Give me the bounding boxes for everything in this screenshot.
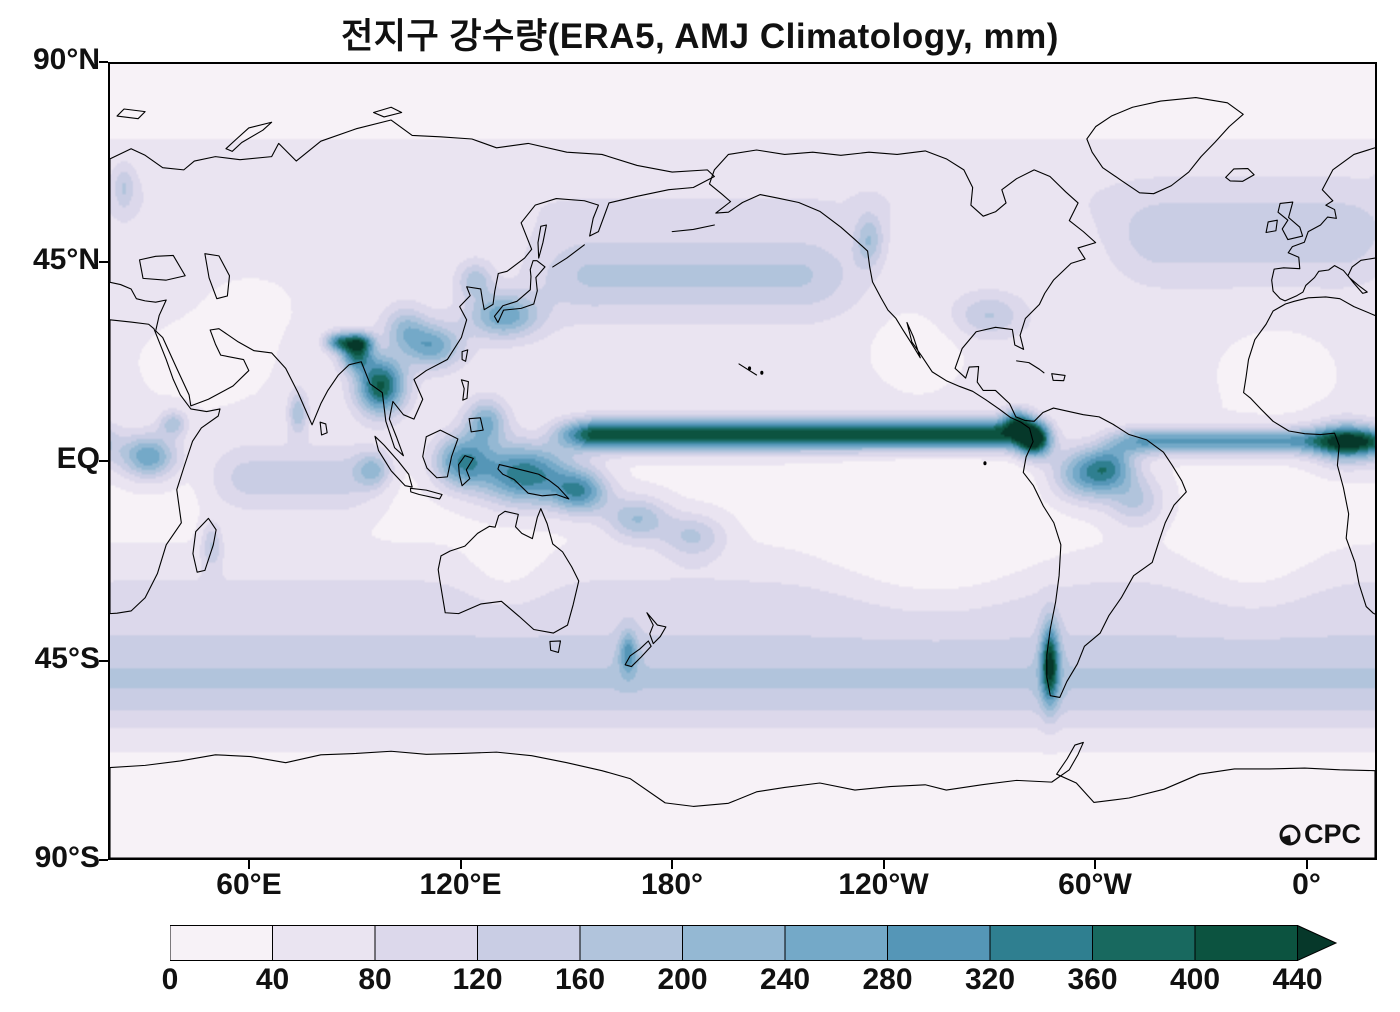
coastline <box>672 225 714 232</box>
precipitation-field-canvas <box>110 64 1375 858</box>
coastline <box>647 613 666 644</box>
coastline <box>461 380 468 400</box>
y-axis-tick-label: 90°S <box>34 841 100 874</box>
colorbar-tick-label: 0 <box>161 963 179 996</box>
coastlines-overlay <box>110 64 1375 858</box>
coastline <box>1272 148 1375 301</box>
colorbar-tick-label: 40 <box>255 963 290 996</box>
coastline <box>550 641 561 652</box>
y-axis-tick-label: 45°S <box>34 641 100 675</box>
colorbar-segment <box>682 925 786 961</box>
colorbar-segment <box>272 925 376 961</box>
coastline <box>1052 374 1065 381</box>
colorbar-tick-label: 240 <box>759 963 811 996</box>
colorbar-tick-label: 400 <box>1169 963 1221 996</box>
colorbar-tick-label: 360 <box>1067 963 1118 996</box>
colorbar-tick-label: 280 <box>862 963 913 996</box>
coastline <box>110 320 220 614</box>
x-axis-tick <box>1305 860 1308 869</box>
coastline <box>1017 361 1044 373</box>
coastline <box>438 509 579 633</box>
colorbar-segment <box>989 925 1093 961</box>
coastline <box>709 150 1186 697</box>
y-axis-tick <box>99 260 108 263</box>
x-axis-tick-label: 60°E <box>216 868 282 901</box>
chart-title: 전지구 강수량(ERA5, AMJ Climatology, mm) <box>341 17 1059 56</box>
colorbar-segment <box>1194 925 1298 961</box>
coastline <box>320 422 327 435</box>
island-dot <box>983 461 987 466</box>
cpc-logo: CPC <box>1278 819 1361 850</box>
x-axis-tick <box>882 860 885 869</box>
y-axis-tick-label: 90°N <box>32 43 100 76</box>
colorbar-segment <box>374 925 478 961</box>
coastline <box>117 109 145 119</box>
coastline <box>1266 220 1277 232</box>
coastline <box>110 742 1375 858</box>
colorbar-segment <box>784 925 888 961</box>
colorbar-tick-label: 120 <box>452 963 503 996</box>
coastline <box>226 122 272 151</box>
colorbar-segment <box>170 925 273 961</box>
colorbar-over-arrow <box>1297 925 1338 961</box>
colorbar-tick-label: 320 <box>964 963 1016 996</box>
colorbar-segment <box>1092 925 1196 961</box>
y-axis-tick <box>99 460 108 462</box>
noaa-circle-icon <box>1279 824 1301 845</box>
coastline <box>625 641 651 667</box>
coastline <box>1278 202 1303 239</box>
colorbar-tick-label: 160 <box>554 963 606 996</box>
y-axis-tick <box>99 61 108 63</box>
y-axis-tick <box>99 659 108 662</box>
colorbar-segment <box>887 925 991 961</box>
x-axis-tick <box>1094 860 1096 869</box>
coastline <box>1244 297 1375 614</box>
coastline <box>205 254 230 299</box>
y-axis-tick-label: 45°N <box>32 242 100 276</box>
cpc-logo-text: CPC <box>1303 819 1361 849</box>
island-dot <box>760 370 764 375</box>
coastline <box>1087 98 1243 194</box>
x-axis-tick <box>248 860 250 869</box>
x-axis-tick-label: 120°W <box>838 868 929 901</box>
coastline <box>193 518 216 572</box>
coastline <box>739 364 757 375</box>
coastline <box>375 436 412 487</box>
colorbar-tick-label: 80 <box>358 963 392 996</box>
x-axis-tick-label: 60°W <box>1058 868 1132 901</box>
coastline <box>140 255 186 280</box>
x-axis-tick-label: 0° <box>1292 868 1321 901</box>
coastline <box>110 120 714 456</box>
coastline <box>538 225 546 258</box>
coastline <box>553 245 585 267</box>
y-axis-tick-label: EQ <box>56 442 100 475</box>
map-plot: CPC <box>108 62 1377 860</box>
coastline <box>410 488 442 499</box>
coastline <box>459 456 474 486</box>
x-axis-tick-label: 180° <box>640 868 704 901</box>
coastline <box>498 465 569 499</box>
coastline <box>462 350 468 361</box>
coastline <box>423 430 458 478</box>
coastline <box>1226 169 1254 182</box>
y-axis-tick <box>99 859 108 861</box>
coastline <box>469 418 483 432</box>
x-axis-tick-label: 120°E <box>419 868 502 901</box>
colorbar-tick-label: 200 <box>657 963 708 996</box>
colorbar-tick-label: 440 <box>1272 963 1323 996</box>
coastline <box>374 107 402 117</box>
x-axis-tick <box>459 860 462 869</box>
colorbar-segment <box>477 925 581 961</box>
colorbar <box>170 925 1338 961</box>
x-axis-tick <box>671 860 673 869</box>
island-dot <box>747 366 752 371</box>
colorbar-segment <box>579 925 683 961</box>
coastline <box>494 261 545 323</box>
